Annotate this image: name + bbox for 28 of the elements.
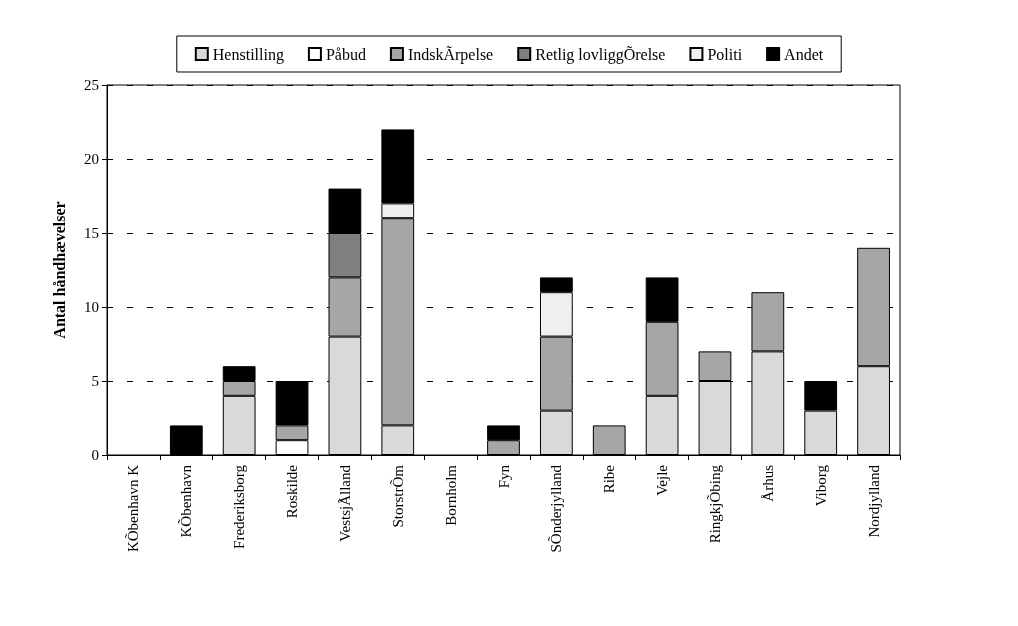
x-tick-label: KÕbenhavn K — [125, 464, 142, 553]
legend-label: Andet — [784, 45, 824, 63]
x-tick-label: VestsjÃlland — [336, 464, 353, 542]
x-tick-label: SÕnderjylland — [548, 464, 565, 553]
y-tick-label: 10 — [84, 299, 99, 315]
x-tick-label: Roskilde — [284, 464, 301, 519]
legend-label: Retlig lovliggÕrelse — [535, 45, 666, 64]
x-tick-label: StorstrÕm — [389, 464, 406, 528]
x-tick-label: KÕbenhavn — [178, 464, 195, 538]
y-tick-label: 15 — [84, 225, 99, 241]
x-tick-label: Bornholm — [442, 464, 459, 526]
x-tick-label: Frederiksborg — [231, 464, 248, 549]
x-tick-label: Århus — [759, 464, 776, 502]
legend-label: IndskÃrpelse — [407, 45, 494, 64]
x-tick-label: Ribe — [601, 464, 618, 494]
legend-label: Påbud — [325, 45, 366, 63]
x-tick-label: Viborg — [812, 464, 829, 507]
x-tick-label: Vejle — [654, 464, 671, 496]
y-tick-label: 20 — [84, 151, 99, 167]
x-tick-label: Fyn — [495, 464, 512, 489]
y-tick-label: 5 — [91, 373, 99, 389]
x-tick-label: RingkjÕbing — [706, 464, 723, 544]
legend-label: Henstilling — [212, 45, 284, 64]
y-tick-label: 0 — [91, 447, 99, 463]
y-tick-label: 25 — [84, 77, 99, 93]
y-axis-title: Antal håndhævelser — [50, 201, 68, 339]
legend-label: Politi — [707, 45, 743, 63]
x-tick-label: Nordjylland — [865, 464, 882, 538]
